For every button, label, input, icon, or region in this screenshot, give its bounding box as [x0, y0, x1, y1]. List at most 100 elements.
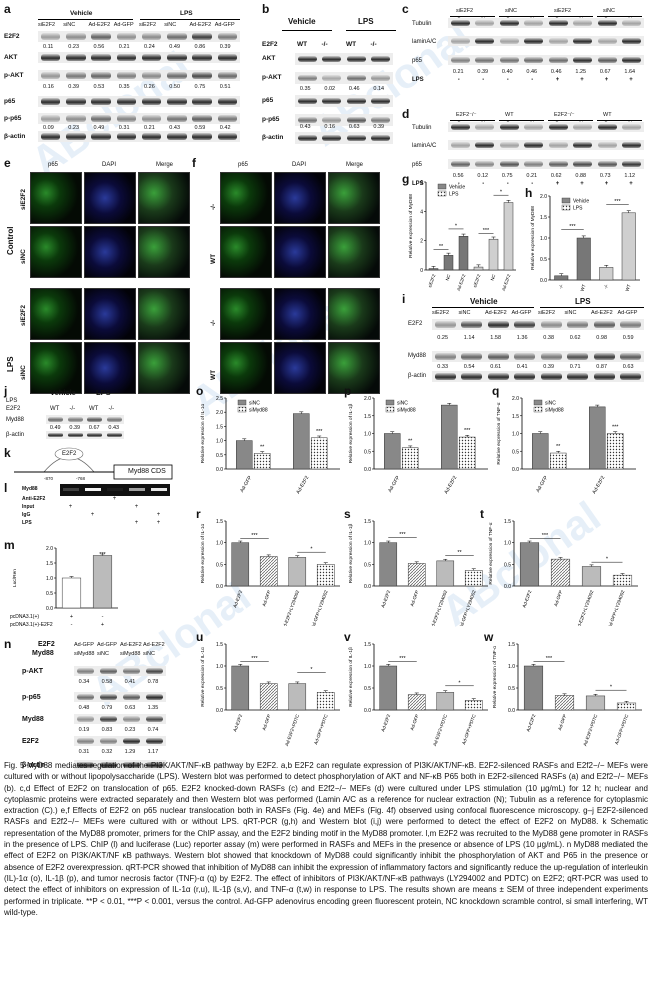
blot-strip: [295, 132, 393, 144]
bar: [589, 406, 606, 470]
lane-label: Ad-GFP: [113, 22, 134, 28]
x-tick-label: Ad-E2F2: [380, 589, 391, 608]
blot-band: [167, 54, 187, 61]
blot-band: [475, 20, 495, 26]
blot-band: [450, 38, 470, 44]
quant-value: 1.36: [516, 335, 528, 341]
blot-band: [145, 716, 164, 722]
lps-sign: +: [629, 77, 633, 83]
blot-band: [145, 738, 164, 744]
lps-sign: -: [457, 77, 460, 83]
bar: [549, 452, 567, 470]
y-axis-label: Relative expression of TNF-α: [488, 522, 494, 584]
lane-label: Ad-E2F2: [591, 310, 613, 316]
blot-band: [76, 668, 95, 674]
group-line: [450, 120, 495, 121]
bar: [621, 212, 636, 281]
row-label: β-actin: [6, 432, 25, 438]
blot-band: [145, 694, 164, 700]
x-tick-label: Ad-E2F2: [380, 713, 391, 732]
legend-swatch: [237, 406, 247, 413]
row-label: p-p65: [4, 115, 22, 122]
x-tick-label: siE2F2: [427, 273, 437, 288]
bar: [464, 700, 483, 711]
blot-band: [540, 321, 562, 328]
quant-value: 0.56: [452, 173, 464, 179]
column-label: p65: [238, 162, 249, 168]
blot-band: [514, 321, 536, 328]
lane-label: siNC: [63, 22, 76, 28]
blot-band: [40, 54, 61, 61]
quant-value: 1.58: [490, 335, 502, 341]
significance-stars: *: [310, 547, 313, 553]
group-label: Vehicle: [70, 10, 93, 17]
quant-value: 0.46: [526, 69, 538, 75]
significance-stars: ***: [546, 656, 553, 662]
y-axis-label: Relative expression of IL-1α: [200, 523, 206, 583]
row-label: E2F2: [408, 321, 423, 327]
micrograph: [30, 288, 82, 340]
blot-band: [217, 72, 238, 79]
group-line: [540, 307, 644, 308]
y-tick-label: 1.5: [504, 519, 511, 525]
panel-label: s: [344, 507, 351, 521]
panel-label: w: [484, 630, 494, 644]
bar: [488, 238, 499, 271]
group-label: LPS: [6, 356, 15, 372]
quant-value: 0.50: [169, 84, 181, 90]
group-line: [282, 30, 332, 31]
quant-value: 0.63: [124, 705, 136, 711]
blot-band: [597, 38, 617, 44]
quant-value: 0.23: [68, 44, 80, 50]
blot-band: [346, 116, 366, 124]
y-tick-label: 2.0: [46, 546, 53, 552]
lane-label: Ad-GFP: [214, 22, 235, 28]
blot-band: [548, 161, 568, 167]
bar: [259, 556, 278, 587]
blot-band: [297, 55, 317, 63]
blot-band: [371, 134, 391, 142]
quant-value: 0.16: [324, 124, 336, 130]
x-tick-label: Ad-E2F2+PDTC: [284, 713, 300, 747]
bar: [436, 692, 455, 711]
blot-band: [548, 20, 568, 26]
blot-band: [346, 97, 366, 105]
panel-label: k: [4, 446, 11, 460]
blot-band: [346, 134, 366, 142]
blot-band: [622, 142, 642, 148]
blot-band: [217, 133, 238, 140]
row-label: p65: [412, 162, 423, 168]
micrograph: [274, 226, 326, 278]
y-tick-label: 1.5: [364, 414, 371, 420]
blot-band: [76, 694, 95, 700]
lane-label: siNC: [97, 651, 109, 657]
sign: +: [156, 512, 161, 518]
blot-band: [475, 161, 495, 167]
group-label: Control: [6, 226, 15, 255]
blot-strip: [448, 122, 644, 132]
quant-value: 0.43: [169, 125, 181, 131]
blot-band: [573, 124, 593, 130]
figure-caption: Fig. 5 MyD88 mediates regulation of the …: [4, 761, 648, 917]
blot-band: [99, 738, 118, 744]
blot-band: [499, 161, 519, 167]
panel-label: v: [344, 630, 351, 644]
significance-stars: ***: [251, 656, 258, 662]
row-label: E2F2: [6, 406, 21, 412]
x-tick-label: Ad-E2F2+LY294002: [281, 589, 300, 626]
micrograph: [220, 342, 272, 394]
x-tick-label: Ad-GFP: [409, 590, 419, 607]
blot-strip: [295, 72, 393, 84]
row-label: β-actin: [408, 373, 427, 379]
blot-band: [76, 716, 95, 722]
row-label: WT: [210, 369, 217, 380]
bar: [379, 665, 398, 711]
blot-band: [122, 762, 141, 768]
bar: [310, 437, 328, 470]
bar: [606, 433, 624, 470]
y-tick-label: 1.0: [540, 236, 547, 242]
x-tick-label: Ad-GFP: [535, 474, 550, 493]
blot-band: [346, 74, 366, 82]
bar: [599, 267, 614, 281]
row-label: E2F2: [4, 33, 20, 40]
